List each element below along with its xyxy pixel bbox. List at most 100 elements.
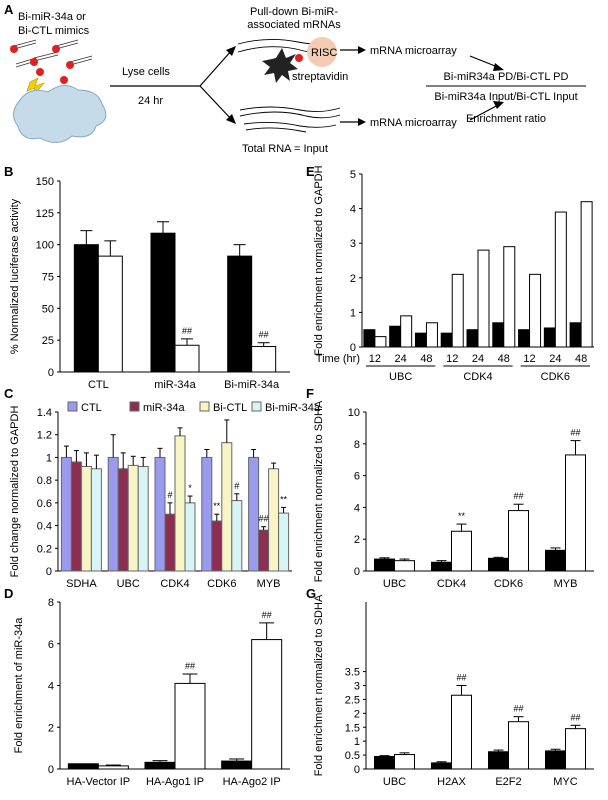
time-axis-title: Time (hr) bbox=[316, 353, 360, 365]
biotin-bound-icon bbox=[295, 54, 303, 62]
y-tick-label: 1 bbox=[354, 736, 360, 748]
group-label: CDK6 bbox=[541, 371, 570, 383]
total-rna-label: Total RNA = Input bbox=[242, 143, 328, 155]
bar bbox=[425, 322, 438, 348]
cell-shape-icon bbox=[13, 85, 107, 143]
significance-marker: ## bbox=[185, 661, 195, 671]
panel-letter-c: C bbox=[4, 386, 14, 401]
microarray-bottom-label: mRNA microarray bbox=[370, 117, 457, 129]
panel-letter-a: A bbox=[4, 2, 14, 17]
enrichment-ratio-label: Enrichment ratio bbox=[466, 113, 546, 125]
x-tick-label: H2AX bbox=[437, 776, 466, 788]
y-tick-label: 125 bbox=[36, 208, 54, 220]
bar bbox=[174, 435, 186, 572]
bar bbox=[363, 329, 376, 348]
bar bbox=[451, 530, 472, 572]
significance-marker: ## bbox=[182, 326, 192, 336]
significance-marker: ## bbox=[262, 610, 272, 620]
x-tick-label: HA-Ago2 IP bbox=[223, 776, 281, 788]
chart-b: 0 25 50 75 100 125 150 % Normalized luciferase … bbox=[9, 176, 290, 391]
significance-marker: ** bbox=[280, 494, 288, 504]
significance-marker: ## bbox=[570, 428, 580, 438]
y-axis-label: Fold enrichment normalized to SDHA bbox=[313, 594, 325, 776]
y-axis-label: Fold enrichment normalized to SDHA bbox=[313, 400, 325, 582]
significance-marker: ## bbox=[513, 491, 523, 501]
x-tick-label: miR-34a bbox=[154, 379, 196, 391]
microarray-top-label: mRNA microarray bbox=[370, 45, 457, 57]
bar bbox=[221, 442, 233, 572]
bar bbox=[231, 500, 243, 572]
bar bbox=[154, 456, 166, 572]
bar bbox=[554, 211, 567, 348]
x-tick-label: CDK4 bbox=[160, 578, 189, 590]
lyse-label: Lyse cells bbox=[122, 66, 170, 78]
y-axis-label: Fold change normalized to GAPDH bbox=[9, 406, 21, 578]
x-tick-label: Bi-miR-34a bbox=[224, 379, 280, 391]
group-label: UBC bbox=[389, 371, 412, 383]
y-tick-label: 0 bbox=[354, 566, 360, 578]
y-tick-label: 0 bbox=[48, 367, 54, 379]
y-tick-label: 1.2 bbox=[37, 430, 52, 442]
biotin-dots-icon bbox=[10, 45, 74, 84]
y-tick-label: 0 bbox=[48, 764, 54, 776]
y-axis-label: Fold enrichment normalized to GAPDH bbox=[313, 165, 325, 355]
y-tick-label: 50 bbox=[42, 303, 54, 315]
bar bbox=[503, 246, 516, 348]
significance-marker: ## bbox=[570, 712, 580, 722]
legend-swatch bbox=[67, 401, 78, 412]
streptavidin-label: streptavidin bbox=[292, 71, 348, 83]
mimic-label-line1: Bi-miR-34a or bbox=[18, 11, 86, 23]
bar bbox=[73, 244, 99, 373]
x-tick-label: HA-Vector IP bbox=[67, 776, 131, 788]
y-tick-label: 3.5 bbox=[345, 667, 360, 679]
y-tick-label: 2 bbox=[350, 273, 356, 285]
time-tick-label: 48 bbox=[498, 353, 510, 365]
bar bbox=[211, 520, 223, 572]
streptavidin-bead-icon bbox=[262, 48, 298, 83]
bar bbox=[150, 232, 176, 373]
bar bbox=[80, 466, 92, 572]
bar bbox=[545, 750, 566, 770]
bar bbox=[508, 510, 529, 572]
time-tick-label: 12 bbox=[446, 353, 458, 365]
x-tick-label: CDK4 bbox=[437, 578, 466, 590]
bar bbox=[394, 754, 415, 770]
bar bbox=[227, 255, 253, 373]
bar bbox=[127, 464, 139, 572]
legend-label: Bi-miR-34a bbox=[265, 402, 321, 414]
bar bbox=[144, 761, 176, 770]
bar bbox=[543, 327, 556, 348]
bar bbox=[394, 560, 415, 572]
significance-marker: * bbox=[188, 483, 192, 493]
y-axis-label: % Normalized luciferase activity bbox=[9, 198, 21, 354]
bar bbox=[97, 765, 129, 770]
x-tick-label: E2F2 bbox=[495, 776, 521, 788]
bar bbox=[431, 762, 452, 770]
panel-letter-e: E bbox=[306, 164, 315, 179]
bar bbox=[251, 639, 283, 770]
arrowhead-upper bbox=[226, 46, 236, 56]
y-tick-label: 0 bbox=[350, 342, 356, 354]
chart-c: 0 0.2 0.4 0.6 0.8 1 1.2 1.4 Fold change normaliz… bbox=[9, 401, 321, 590]
significance-marker: ** bbox=[213, 501, 221, 511]
legend-swatch bbox=[129, 401, 140, 412]
legend-label: Bi-CTL bbox=[213, 402, 247, 414]
x-tick-label: CDK6 bbox=[207, 578, 236, 590]
bar bbox=[164, 513, 176, 572]
bar bbox=[508, 721, 529, 770]
significance-marker: ## bbox=[259, 330, 269, 340]
bar bbox=[518, 329, 531, 348]
y-tick-label: 4 bbox=[48, 681, 54, 693]
significance-marker: ## bbox=[456, 673, 466, 683]
significance-marker: ## bbox=[259, 514, 269, 524]
y-tick-label: 1 bbox=[46, 452, 52, 464]
bar bbox=[258, 529, 270, 572]
x-tick-label: MYB bbox=[257, 578, 281, 590]
bar bbox=[580, 201, 593, 348]
legend-label: CTL bbox=[81, 402, 102, 414]
x-tick-label: SDHA bbox=[66, 578, 97, 590]
y-tick-label: 0.5 bbox=[345, 750, 360, 762]
bar bbox=[117, 468, 129, 572]
significance-marker: # bbox=[234, 481, 239, 491]
